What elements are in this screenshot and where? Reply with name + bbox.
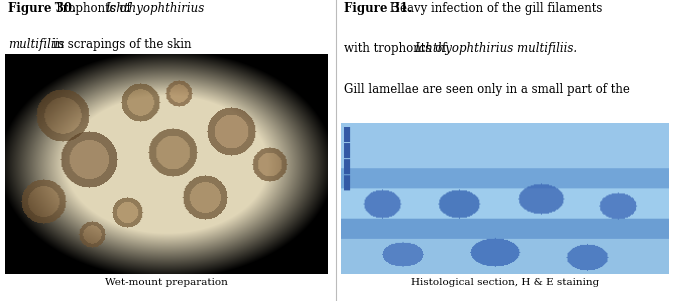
- Text: in scrapings of the skin: in scrapings of the skin: [49, 38, 191, 51]
- Text: Histological section, H & E staining: Histological section, H & E staining: [410, 278, 599, 287]
- Text: Ichthyophthirius: Ichthyophthirius: [105, 2, 205, 14]
- Text: Figure 31.: Figure 31.: [344, 2, 412, 14]
- Text: Gill lamellae are seen only in a small part of the: Gill lamellae are seen only in a small p…: [344, 83, 630, 96]
- Text: Wet-mount preparation: Wet-mount preparation: [105, 278, 228, 287]
- Text: Trophonts of: Trophonts of: [51, 2, 134, 14]
- Text: Figure 30.: Figure 30.: [8, 2, 76, 14]
- Text: Ichthyophthirius multifiliis.: Ichthyophthirius multifiliis.: [414, 42, 577, 55]
- Text: filaments: filaments: [344, 123, 399, 136]
- Text: with trophonts of: with trophonts of: [344, 42, 450, 55]
- Text: Heavy infection of the gill filaments: Heavy infection of the gill filaments: [386, 2, 603, 14]
- Text: multifiliis: multifiliis: [8, 38, 65, 51]
